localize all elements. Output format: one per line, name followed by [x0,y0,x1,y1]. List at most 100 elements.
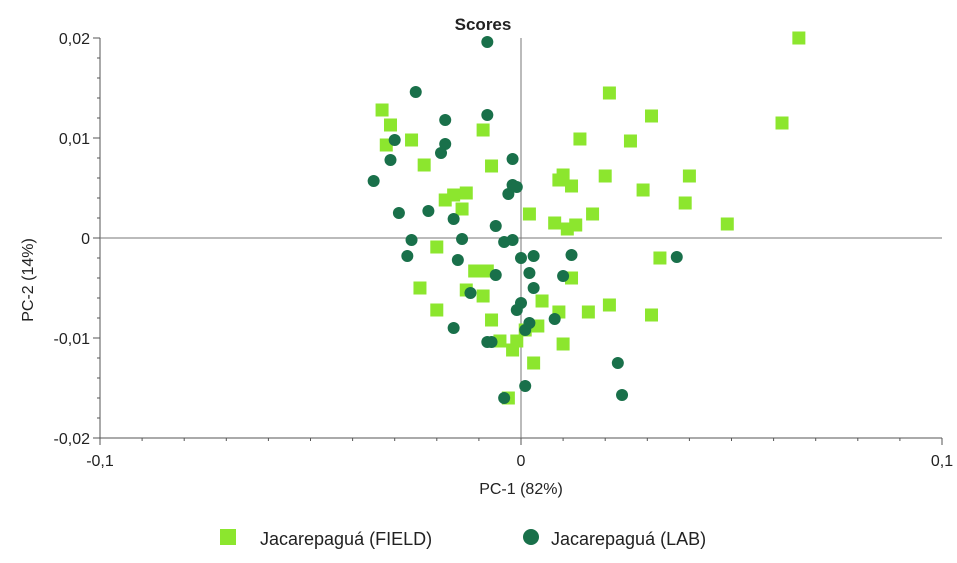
point-lab [510,181,523,193]
point-lab [447,322,460,334]
point-lab [616,389,629,401]
x-tick-label: -0,1 [86,453,114,470]
point-lab [557,270,570,282]
point-lab [392,207,405,219]
point-field [565,179,579,193]
point-field [720,217,734,231]
point-field [645,308,659,322]
point-field [383,118,397,132]
point-field [598,169,612,183]
point-field [468,264,482,278]
point-lab [515,252,527,264]
point-field [510,334,524,348]
y-tick-label: -0,01 [54,331,91,348]
point-lab [481,336,494,348]
legend-label-lab: Jacarepaguá (LAB) [551,529,706,549]
point-lab [367,175,380,187]
point-field [485,313,499,327]
legend-label-field: Jacarepaguá (FIELD) [260,529,432,549]
point-field [636,183,650,197]
point-lab [670,251,683,263]
point-field [678,196,692,210]
point-field [602,298,616,312]
legend: Jacarepaguá (FIELD) Jacarepaguá (LAB) [220,529,706,549]
y-tick-label: 0,01 [59,131,90,148]
point-lab [451,254,464,266]
point-field [455,202,469,216]
point-field [548,216,562,230]
point-lab [401,250,414,262]
point-field [586,207,600,221]
point-field [792,31,806,45]
point-lab [435,147,448,159]
point-lab [506,153,519,165]
point-lab [489,220,502,232]
point-lab [527,282,540,294]
x-axis-title: PC-1 (82%) [479,481,563,498]
point-field [556,168,570,182]
series-1 [367,36,683,404]
point-field [476,289,490,303]
x-tick-label: 0,1 [931,453,953,470]
axes [99,38,942,439]
point-lab [502,188,515,200]
point-lab [519,380,532,392]
point-field [535,294,549,308]
point-lab [439,114,452,126]
point-field [573,132,587,146]
point-lab [527,250,540,262]
point-field [375,103,389,117]
point-lab [439,138,452,150]
y-tick-label: 0,02 [59,31,90,48]
point-lab [481,109,494,121]
point-lab [611,357,624,369]
point-field [430,240,444,254]
point-field [645,109,659,123]
point-field [556,337,570,351]
point-field [569,218,583,232]
point-lab [523,267,536,279]
point-field [602,86,616,100]
point-field [405,133,419,147]
y-tick-label: 0 [81,231,90,248]
point-lab [481,36,494,48]
x-tick-label: 0 [517,453,526,470]
point-lab [464,287,477,299]
point-field [623,134,637,148]
point-field [653,251,667,265]
point-field [413,281,427,295]
point-field [476,123,490,137]
legend-marker-lab [523,529,539,545]
series-0 [375,31,806,405]
point-lab [565,249,578,261]
point-field [682,169,696,183]
point-field [522,207,536,221]
point-lab [456,233,469,245]
point-lab [548,313,561,325]
point-lab [384,154,397,166]
point-lab [498,392,511,404]
point-lab [388,134,401,146]
ticks: 0,02 0,01 0 -0,01 -0,02 -0,1 0 0,1 [54,31,954,470]
point-field [430,303,444,317]
y-tick-label: -0,02 [54,431,91,448]
point-lab [422,205,435,217]
point-field [581,305,595,319]
point-lab [489,269,502,281]
legend-marker-field [220,529,236,545]
point-field [775,116,789,130]
y-axis-title: PC-2 (14%) [20,238,37,322]
point-field [447,188,461,202]
data-points [367,31,806,405]
point-lab [447,213,460,225]
point-field [459,186,473,200]
point-lab [409,86,422,98]
point-field [527,356,541,370]
point-lab [523,317,536,329]
point-lab [405,234,418,246]
point-field [485,159,499,173]
chart-title: Scores [455,15,512,34]
point-lab [506,234,519,246]
